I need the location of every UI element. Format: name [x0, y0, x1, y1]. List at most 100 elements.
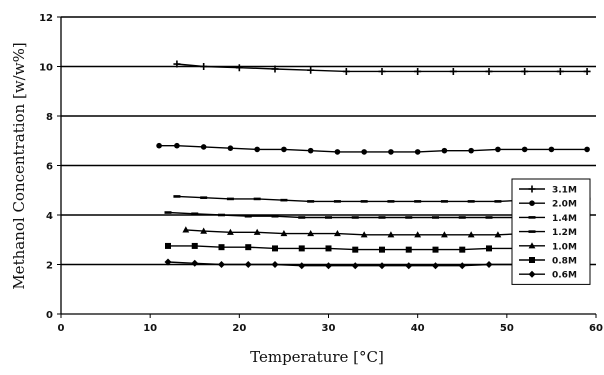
y-tick-label: 12 [39, 13, 53, 24]
y-tick-label: 0 [46, 310, 53, 321]
data-point [441, 231, 448, 238]
series-line [176, 195, 588, 203]
data-point [298, 245, 305, 252]
data-point [458, 262, 466, 270]
legend-marker [529, 257, 535, 263]
data-point [449, 67, 457, 75]
data-point [414, 231, 422, 238]
data-point [485, 261, 493, 268]
data-point [405, 246, 412, 253]
data-point [165, 242, 171, 249]
data-point [325, 245, 332, 252]
data-point [441, 147, 448, 154]
series-line [167, 261, 570, 267]
data-point [281, 146, 287, 153]
data-point [307, 147, 314, 154]
series-group [156, 60, 591, 270]
legend-item: 0.8M [519, 257, 577, 267]
data-point [307, 66, 315, 74]
series-line [185, 229, 579, 236]
data-point [414, 67, 422, 75]
data-point [494, 231, 502, 238]
data-point [467, 231, 475, 238]
y-tick-label: 6 [46, 162, 53, 173]
x-tick-label: 20 [232, 323, 246, 334]
data-point [298, 262, 306, 270]
data-point [156, 142, 162, 149]
data-point [432, 262, 439, 270]
legend-label: 1.0M [552, 242, 577, 252]
data-point [271, 65, 279, 73]
legend-label: 1.4M [552, 214, 577, 224]
data-point [414, 149, 421, 155]
data-point [334, 229, 341, 237]
data-point [378, 262, 386, 270]
y-tick-label: 4 [46, 211, 53, 222]
data-point [245, 244, 252, 251]
data-point [378, 67, 386, 75]
data-point [459, 246, 466, 253]
data-point [361, 149, 367, 155]
y-tick-label: 2 [46, 261, 53, 272]
data-point [280, 229, 288, 237]
data-point [173, 60, 181, 68]
data-point [174, 142, 180, 149]
data-point [271, 261, 279, 268]
y-tick-label: 8 [46, 112, 53, 123]
data-point [272, 245, 278, 252]
data-point [360, 231, 368, 238]
x-tick-label: 30 [322, 323, 336, 334]
data-point [521, 67, 529, 75]
data-point [486, 245, 492, 252]
data-point [387, 231, 395, 238]
data-point [227, 145, 234, 151]
data-point [556, 67, 564, 75]
data-point [244, 261, 252, 268]
data-point [583, 67, 591, 75]
data-point [227, 228, 234, 235]
x-tick-label: 40 [411, 323, 425, 334]
y-axis-title: Methanol Concentration [w/w%] [10, 42, 28, 289]
legend-item: 1.0M [519, 242, 577, 252]
data-point [388, 149, 394, 155]
x-axis-title: Temperature [°C] [250, 348, 384, 366]
series-line [168, 245, 570, 251]
legend-item: 2.0M [519, 200, 577, 210]
tick-labels: 0 10 20 30 40 50 60 0 2 4 6 8 10 12 [39, 13, 603, 334]
legend-item: 3.1M [519, 185, 577, 196]
x-tick-label: 60 [589, 323, 603, 334]
data-point [191, 242, 198, 249]
data-point [253, 228, 261, 235]
legend-label: 2.0M [552, 200, 577, 210]
x-tick-label: 50 [500, 323, 514, 334]
data-point [521, 146, 528, 153]
series-0.8M [165, 242, 573, 253]
series-3.1M [173, 60, 591, 75]
legend-label: 1.2M [552, 228, 577, 238]
legend-label: 3.1M [552, 186, 577, 196]
data-point [485, 67, 493, 75]
data-point [548, 146, 555, 153]
legend-item: 1.2M [519, 228, 577, 238]
legend: 3.1M 2.0M 1.4M 1.2M 1.0M 0.8M 0.6M [511, 178, 591, 285]
data-point [191, 259, 199, 267]
legend-item: 1.4M [519, 214, 577, 224]
data-point [200, 63, 208, 70]
data-point [405, 262, 413, 270]
x-tick-label: 10 [143, 323, 157, 334]
legend-marker [528, 270, 536, 278]
data-point [182, 226, 190, 233]
data-point [254, 146, 260, 153]
y-tick-label: 10 [39, 63, 53, 74]
data-point [432, 246, 439, 253]
legend-marker [528, 185, 536, 193]
data-point [379, 246, 385, 253]
data-point [218, 261, 225, 268]
data-point [495, 146, 501, 153]
x-tick-label: 0 [58, 323, 65, 334]
data-point [325, 262, 332, 270]
data-point [352, 246, 359, 253]
data-point [164, 258, 172, 266]
